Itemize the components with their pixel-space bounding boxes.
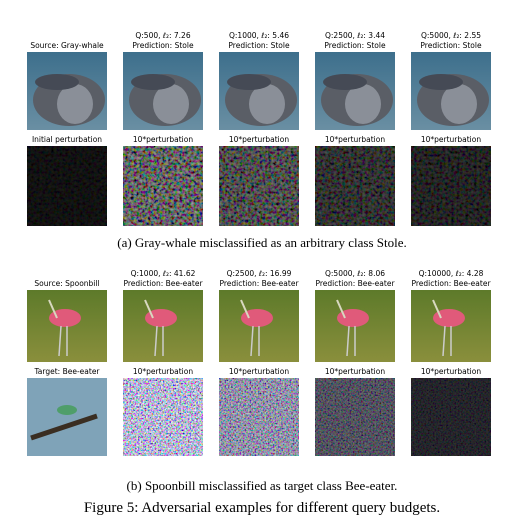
adversarial-image	[314, 289, 396, 363]
prediction-label: Prediction: Bee-eater	[123, 279, 203, 288]
bird	[57, 405, 77, 415]
prediction-label: Prediction: Bee-eater	[219, 279, 299, 288]
perturbation-noise	[123, 378, 203, 456]
branch	[30, 413, 98, 441]
perturbation-noise	[315, 378, 395, 456]
source-image	[27, 52, 107, 130]
adversarial-image	[219, 52, 299, 130]
perturbation-label: 10*perturbation	[325, 135, 385, 144]
figure-caption: Figure 5: Adversarial examples for diffe…	[84, 500, 440, 516]
query-label: Q:2500, ℓ₂: 16.99	[227, 269, 292, 278]
perturbation-label: 10*perturbation	[229, 367, 289, 376]
perturbation-label: Initial perturbation	[32, 135, 102, 144]
prediction-label: Prediction: Stole	[228, 41, 290, 50]
query-label: Q:1000, ℓ₂: 5.46	[229, 31, 289, 40]
prediction-label: Prediction: Bee-eater	[315, 279, 395, 288]
query-label: Q:500, ℓ₂: 7.26	[135, 31, 190, 40]
query-label: Q:1000, ℓ₂: 41.62	[131, 269, 196, 278]
caption-a: (a) Gray-whale misclassified as an arbit…	[117, 235, 407, 250]
query-label: Q:5000, ℓ₂: 2.55	[421, 31, 481, 40]
perturbation-noise	[411, 378, 491, 456]
prediction-label: Prediction: Stole	[324, 41, 386, 50]
adversarial-image	[123, 52, 203, 130]
adversarial-image	[315, 52, 395, 130]
perturbation-noise	[219, 378, 299, 456]
adversarial-image	[411, 52, 491, 130]
query-label: Q:2500, ℓ₂: 3.44	[325, 31, 385, 40]
perturbation-label: 10*perturbation	[229, 135, 289, 144]
perturbation-noise	[123, 146, 203, 226]
prediction-label: Prediction: Stole	[420, 41, 482, 50]
perturbation-label: Target: Bee-eater	[33, 367, 100, 376]
adversarial-image	[410, 289, 492, 363]
prediction-label: Prediction: Stole	[132, 41, 194, 50]
source-label: Source: Gray-whale	[30, 41, 104, 50]
source-image	[26, 289, 108, 363]
perturbation-noise	[27, 146, 107, 226]
adversarial-image	[218, 289, 300, 363]
caption-b: (b) Spoonbill misclassified as target cl…	[127, 478, 398, 493]
perturbation-noise	[315, 146, 395, 226]
perturbation-label: 10*perturbation	[325, 367, 385, 376]
adversarial-image	[122, 289, 204, 363]
perturbation-noise	[411, 146, 491, 226]
perturbation-label: 10*perturbation	[133, 367, 193, 376]
source-label: Source: Spoonbill	[34, 279, 99, 288]
perturbation-label: 10*perturbation	[421, 135, 481, 144]
perturbation-label: 10*perturbation	[421, 367, 481, 376]
perturbation-label: 10*perturbation	[133, 135, 193, 144]
prediction-label: Prediction: Bee-eater	[411, 279, 491, 288]
perturbation-noise	[219, 146, 299, 226]
query-label: Q:5000, ℓ₂: 8.06	[325, 269, 385, 278]
query-label: Q:10000, ℓ₂: 4.28	[419, 269, 484, 278]
